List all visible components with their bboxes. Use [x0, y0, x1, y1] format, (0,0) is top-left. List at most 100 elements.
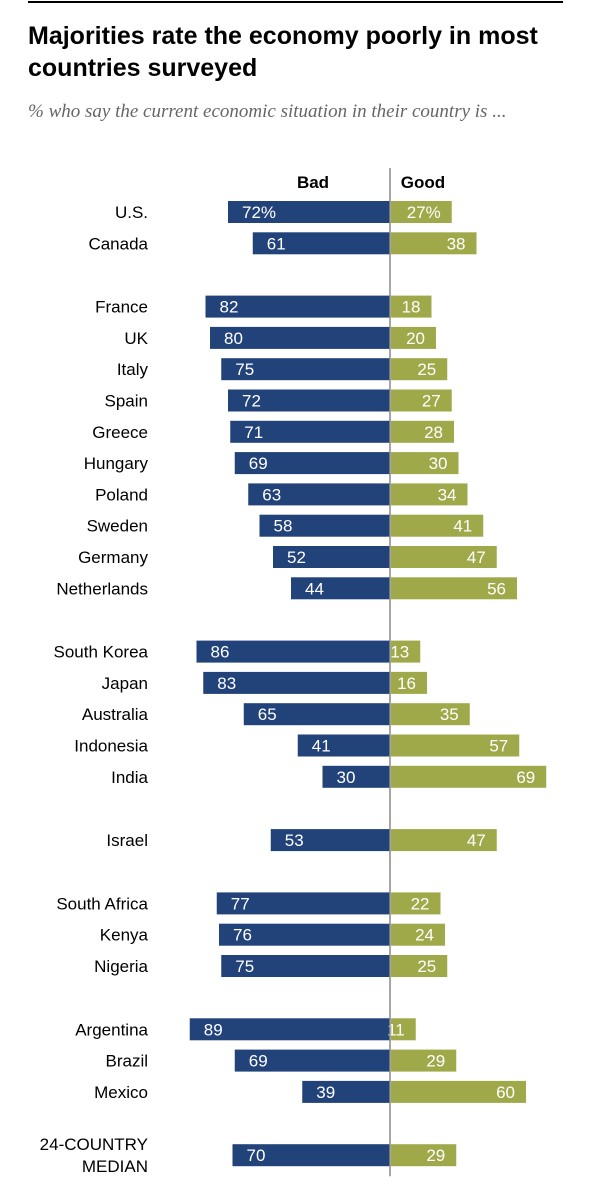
label-good-indonesia: 57: [489, 737, 508, 756]
bar-good-indonesia: [391, 734, 520, 757]
label-bad-netherlands: 44: [305, 579, 324, 598]
category-24-country-median: 24-COUNTRY MEDIAN: [40, 1135, 148, 1176]
bar-bad-u-s: [228, 201, 390, 223]
bar-bad-south-africa: [216, 892, 390, 915]
bar-good-italy: [391, 358, 448, 381]
category-line: Israel: [106, 831, 148, 850]
category-france: France: [95, 298, 148, 317]
bar-good-japan: [391, 671, 427, 694]
category-line: Nigeria: [94, 957, 148, 976]
category-line: Spain: [105, 392, 148, 411]
chart-subtitle: % who say the current economic situation…: [28, 101, 507, 122]
bar-good-argentina: [391, 1018, 416, 1041]
category-u-s: U.S.: [115, 203, 148, 222]
bar-bad-argentina: [189, 1018, 390, 1041]
label-bad-israel: 53: [285, 831, 304, 850]
label-bad-u-s: 72%: [242, 203, 276, 222]
category-line: India: [111, 768, 148, 787]
category-line: Netherlands: [56, 579, 148, 598]
category-line: Greece: [92, 423, 148, 442]
bar-good-nigeria: [391, 955, 448, 977]
label-bad-indonesia: 41: [312, 737, 331, 756]
label-bad-south-korea: 86: [211, 643, 230, 662]
label-bad-japan: 83: [217, 674, 236, 693]
category-india: India: [111, 768, 148, 787]
category-line: Kenya: [100, 926, 149, 945]
bar-good-greece: [391, 420, 454, 443]
bar-good-24-country-median: [391, 1144, 457, 1167]
category-line: Italy: [117, 360, 149, 379]
label-good-nigeria: 25: [417, 957, 436, 976]
label-bad-germany: 52: [287, 548, 306, 567]
bar-good-netherlands: [391, 577, 517, 600]
category-argentina: Argentina: [75, 1020, 148, 1039]
chart-title: Majorities rate the economy poorly in mo…: [28, 22, 538, 82]
bar-bad-poland: [248, 483, 390, 506]
bar-bad-spain: [228, 389, 390, 412]
label-bad-hungary: 69: [249, 454, 268, 473]
bar-bad-japan: [203, 671, 390, 694]
category-south-korea: South Korea: [53, 643, 148, 662]
bar-good-australia: [391, 703, 470, 726]
bar-bad-mexico: [302, 1080, 390, 1103]
label-good-24-country-median: 29: [426, 1146, 445, 1165]
bar-bad-kenya: [219, 923, 390, 946]
label-good-brazil: 29: [426, 1052, 445, 1071]
bar-bad-hungary: [234, 452, 390, 475]
diverging-bar-chart: Bad Good 72% 27% U.S. 61 38 Canada 82 18 France 80 2…: [40, 168, 547, 1177]
label-good-france: 18: [402, 298, 421, 317]
label-good-australia: 35: [440, 705, 459, 724]
bar-bad-australia: [243, 703, 390, 726]
label-bad-sweden: 58: [274, 517, 293, 536]
bar-good-brazil: [391, 1049, 457, 1072]
bar-bad-south-korea: [196, 640, 390, 663]
label-bad-kenya: 76: [233, 926, 252, 945]
category-greece: Greece: [92, 423, 148, 442]
bar-bad-uk: [210, 326, 390, 349]
label-good-argentina: 11: [387, 1020, 405, 1039]
label-bad-poland: 63: [262, 485, 281, 504]
category-line: Argentina: [75, 1020, 148, 1039]
label-bad-spain: 72: [242, 392, 261, 411]
label-bad-brazil: 69: [249, 1052, 268, 1071]
bar-good-kenya: [391, 923, 445, 946]
category-germany: Germany: [78, 548, 148, 567]
label-good-netherlands: 56: [487, 579, 506, 598]
category-spain: Spain: [105, 392, 148, 411]
bar-bad-indonesia: [297, 734, 390, 757]
category-line: Sweden: [87, 517, 148, 536]
bar-good-sweden: [391, 514, 484, 537]
label-bad-italy: 75: [235, 360, 254, 379]
bar-bad-brazil: [234, 1049, 390, 1072]
bar-bad-greece: [230, 420, 390, 443]
category-line: Mexico: [94, 1083, 148, 1102]
bar-good-uk: [391, 326, 436, 349]
top-rule: [28, 1, 563, 3]
label-bad-uk: 80: [224, 329, 243, 348]
label-good-greece: 28: [424, 423, 443, 442]
bar-good-mexico: [391, 1080, 526, 1103]
label-good-mexico: 60: [496, 1083, 515, 1102]
bar-good-germany: [391, 546, 497, 568]
bar-bad-netherlands: [291, 577, 390, 600]
category-canada: Canada: [88, 234, 148, 253]
category-south-africa: South Africa: [56, 894, 148, 913]
category-kenya: Kenya: [100, 926, 149, 945]
bar-good-u-s: [391, 201, 452, 223]
label-good-italy: 25: [417, 360, 436, 379]
label-good-india: 69: [516, 768, 535, 787]
bar-good-hungary: [391, 452, 459, 475]
bar-good-india: [391, 765, 547, 788]
label-good-poland: 34: [438, 485, 457, 504]
category-line: South Africa: [56, 894, 148, 913]
category-line: U.S.: [115, 203, 148, 222]
category-line: Germany: [78, 548, 148, 567]
bar-bad-24-country-median: [232, 1144, 390, 1167]
bar-bad-india: [322, 765, 390, 788]
category-line: MEDIAN: [82, 1157, 148, 1176]
bar-good-poland: [391, 483, 468, 506]
category-brazil: Brazil: [105, 1052, 148, 1071]
category-uk: UK: [124, 329, 148, 348]
label-bad-france: 82: [220, 298, 239, 317]
label-good-israel: 47: [467, 831, 486, 850]
